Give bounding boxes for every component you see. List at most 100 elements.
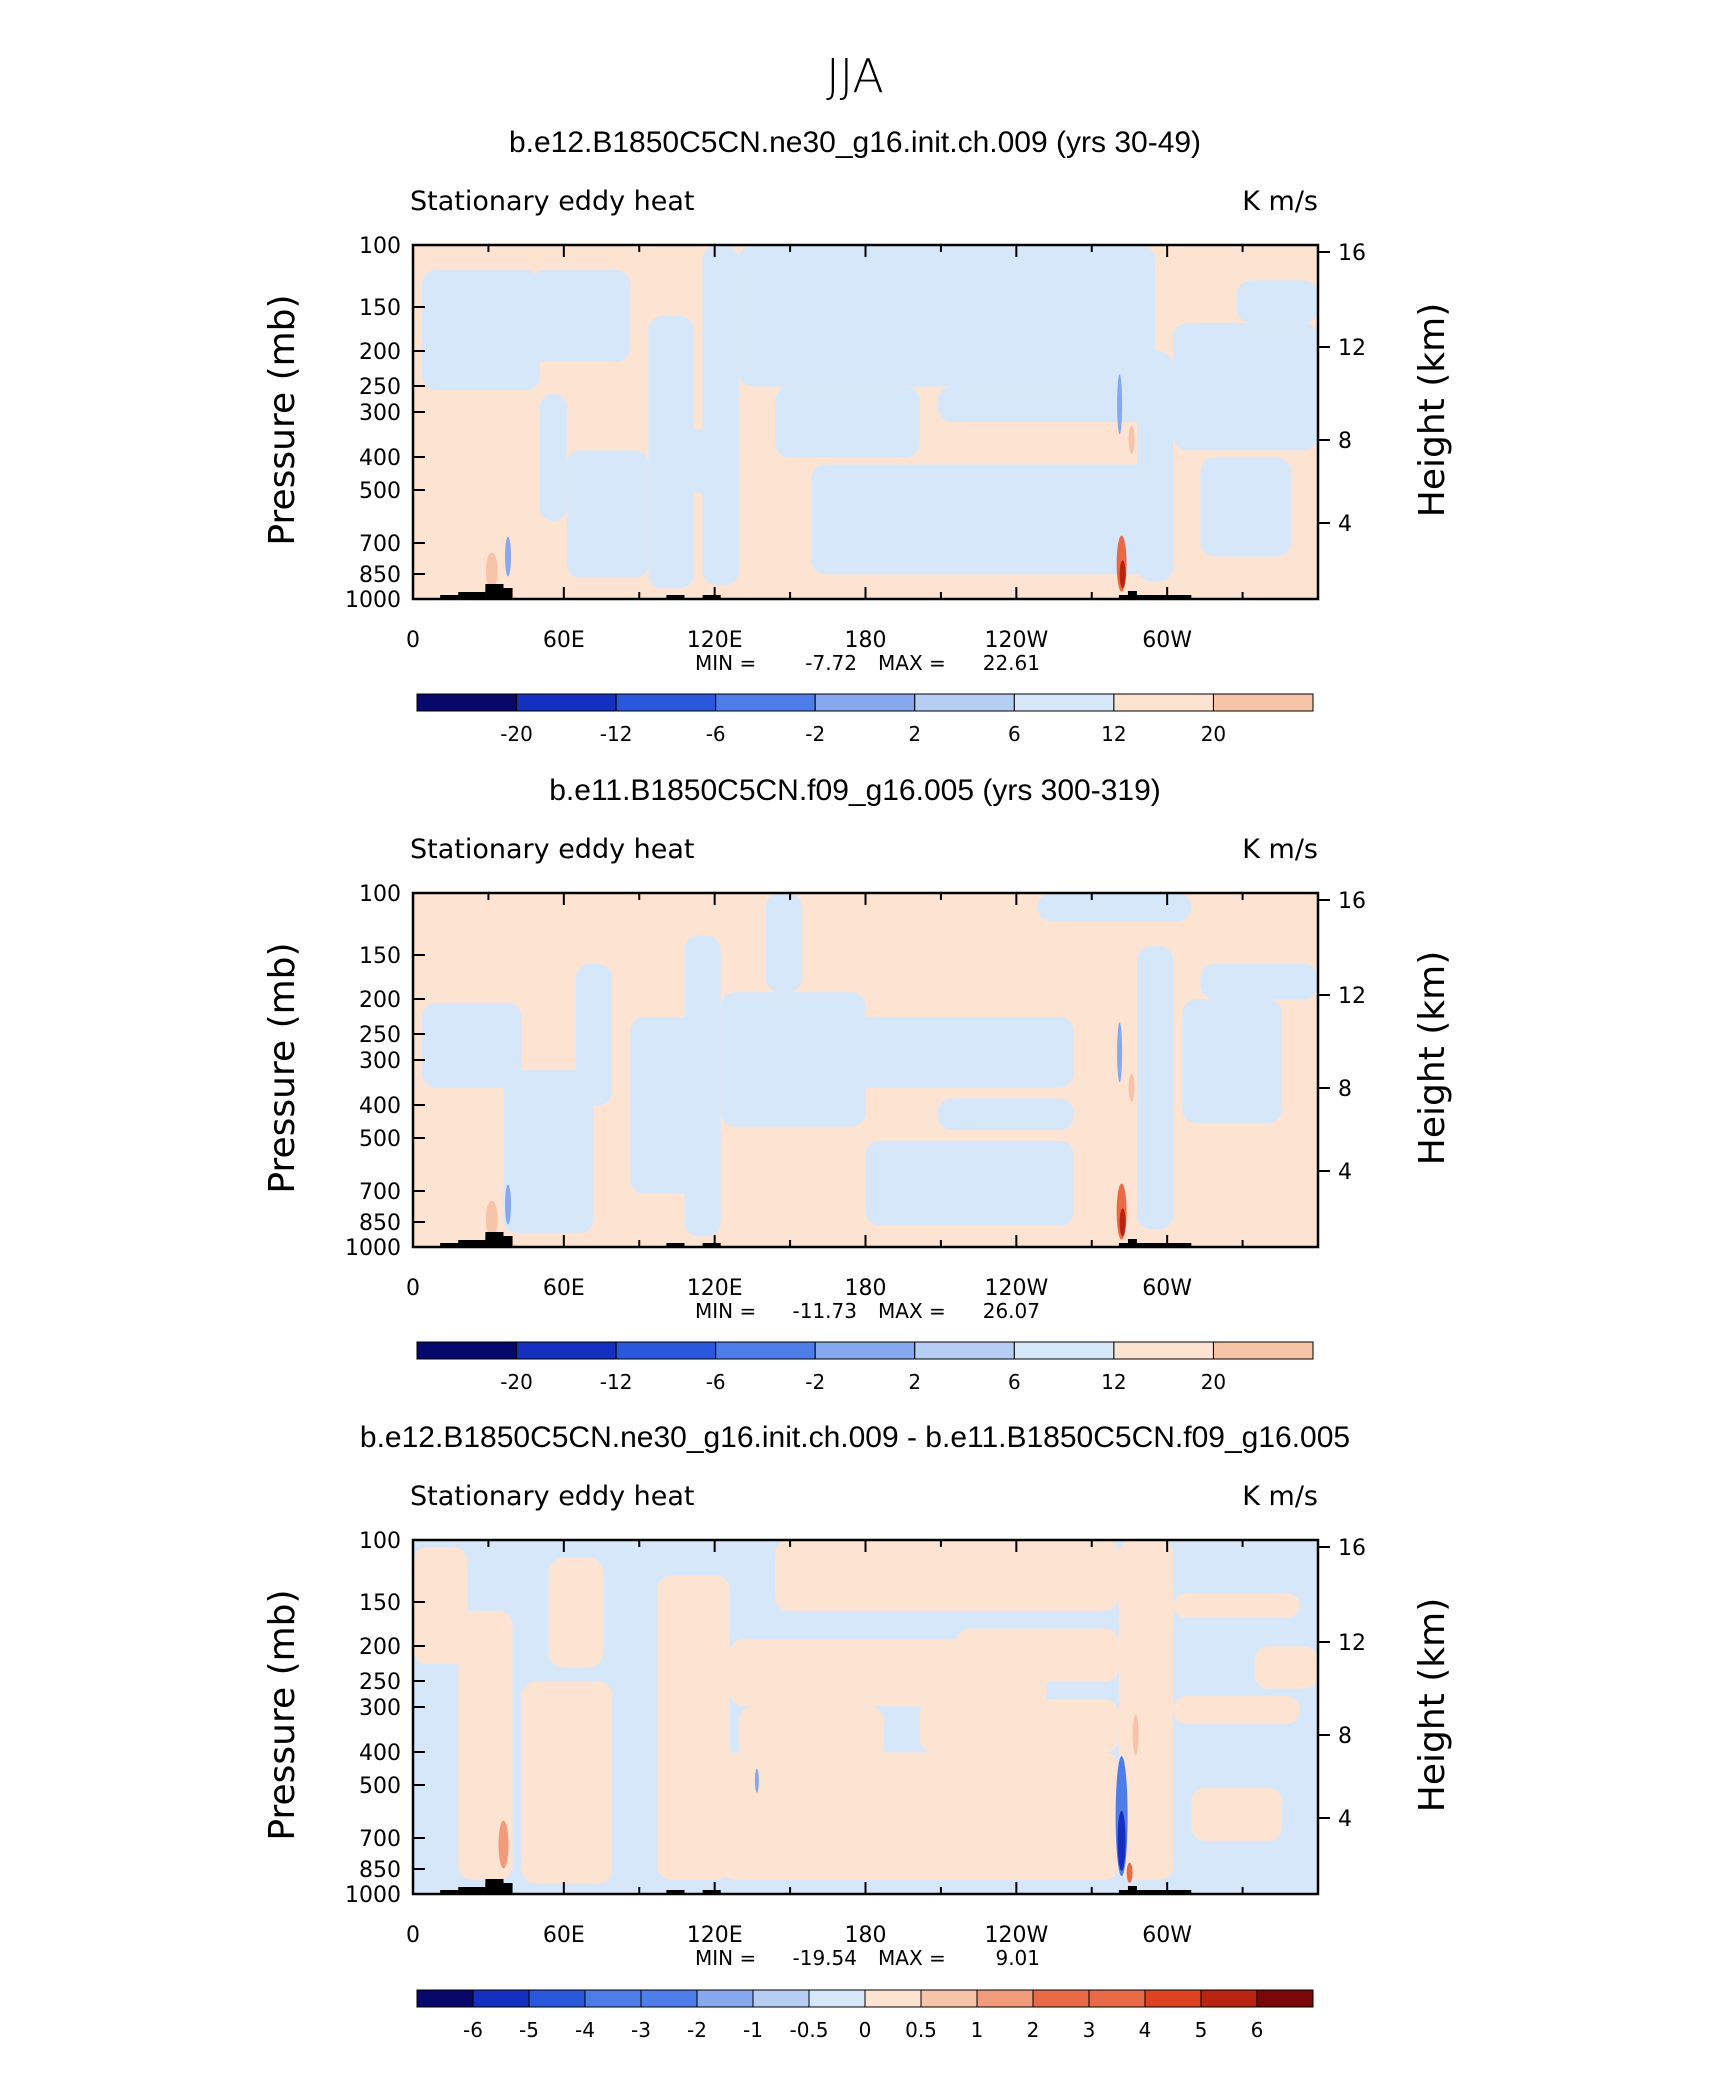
contour-region	[530, 269, 631, 362]
units-label: K m/s	[1242, 834, 1318, 865]
contour-feature	[1128, 425, 1135, 454]
colorbar-swatch	[808, 1989, 866, 2008]
contour-feature	[505, 536, 512, 577]
figure-title: JJA	[826, 49, 884, 103]
x-tick-label: 180	[845, 628, 887, 653]
y-tick-label: 200	[359, 988, 401, 1013]
y-tick-label: 400	[359, 1094, 401, 1119]
panel-title: b.e12.B1850C5CN.ne30_g16.init.ch.009 - b…	[360, 1421, 1350, 1454]
min-label: MIN =	[695, 1299, 756, 1323]
x-tick-label: 180	[845, 1923, 887, 1948]
colorbar-swatch	[615, 1341, 717, 1360]
terrain-mask	[458, 1240, 486, 1247]
colorbar-label: 12	[1101, 1370, 1126, 1394]
contour-region	[1173, 1695, 1300, 1725]
y-tick-label: 400	[359, 446, 401, 471]
y-tick-label: 1000	[345, 588, 401, 613]
x-tick-label: 60E	[543, 1276, 585, 1301]
left-label: Stationary eddy heat	[410, 1481, 695, 1512]
contour-region	[503, 1070, 594, 1233]
contour-feature	[1119, 1208, 1126, 1237]
contour-region	[521, 1681, 613, 1884]
colorbar-swatch	[516, 1341, 617, 1360]
colorbar-label: -6	[463, 2018, 483, 2042]
x-tick-label: 120E	[687, 1923, 743, 1948]
contour-region	[657, 1575, 730, 1880]
colorbar-label: 5	[1195, 2018, 1208, 2042]
terrain-mask	[458, 592, 486, 599]
contour-region	[458, 1610, 513, 1880]
y-tick-label: 200	[359, 1635, 401, 1660]
contour-feature	[485, 552, 498, 589]
x-tick-label: 180	[845, 1276, 887, 1301]
colorbar-swatch	[416, 1989, 474, 2008]
colorbar-swatch	[416, 693, 518, 712]
y-tick-label: 1000	[345, 1236, 401, 1261]
contour-region	[548, 1557, 604, 1668]
units-label: K m/s	[1242, 1481, 1318, 1512]
colorbar-swatch	[516, 693, 617, 712]
colorbar-label: 6	[1251, 2018, 1264, 2042]
height-tick-label: 8	[1338, 1724, 1352, 1749]
min-value: -19.54	[793, 1946, 857, 1970]
contour-feature	[1132, 1714, 1139, 1755]
y-tick-label: 500	[359, 479, 401, 504]
colorbar-swatch	[1032, 1989, 1090, 2008]
y-tick-label: 850	[359, 563, 401, 588]
contour-feature	[505, 1184, 512, 1225]
y-tick-label: 500	[359, 1127, 401, 1152]
colorbar-swatch	[1144, 1989, 1202, 2008]
colorbar-swatch	[1113, 1341, 1214, 1360]
y-axis-title: Pressure (mb)	[262, 942, 303, 1193]
y-tick-label: 1000	[345, 1883, 401, 1908]
colorbar-swatch	[814, 1341, 916, 1360]
colorbar-label: 3	[1083, 2018, 1096, 2042]
y-tick-label: 700	[359, 1827, 401, 1852]
colorbar-label: -2	[805, 722, 825, 746]
colorbar-label: 20	[1201, 1370, 1226, 1394]
y-tick-label: 850	[359, 1211, 401, 1236]
contour-region	[865, 1140, 1074, 1226]
y-tick-label: 850	[359, 1858, 401, 1883]
colorbar-swatch	[715, 1341, 816, 1360]
panel-title: b.e11.B1850C5CN.f09_g16.005 (yrs 300-319…	[549, 774, 1161, 807]
height-tick-label: 12	[1338, 1631, 1366, 1656]
y-tick-label: 150	[359, 296, 401, 321]
height-tick-label: 16	[1338, 1536, 1366, 1561]
terrain-mask	[1127, 1886, 1137, 1894]
x-tick-label: 120W	[984, 1276, 1048, 1301]
contour-region	[1037, 893, 1192, 922]
height-tick-label: 4	[1338, 1160, 1352, 1185]
colorbar-swatch	[1200, 1989, 1258, 2008]
terrain-mask	[485, 1232, 504, 1247]
panel-3: b.e12.B1850C5CN.ne30_g16.init.ch.009 - b…	[262, 1421, 1453, 2042]
contour-region	[684, 935, 721, 1237]
colorbar-label: -1	[743, 2018, 763, 2042]
colorbar-label: -6	[706, 722, 726, 746]
y2-axis-title: Height (km)	[1412, 1598, 1453, 1812]
contour-region	[937, 1098, 1074, 1131]
terrain-mask	[702, 595, 721, 599]
contour-region	[1173, 322, 1318, 451]
contour-region	[919, 1699, 1119, 1753]
colorbar-label: 6	[1008, 722, 1021, 746]
contour-region	[937, 386, 1156, 422]
colorbar-swatch	[696, 1989, 754, 2008]
colorbar-label: -4	[575, 2018, 595, 2042]
y-tick-label: 150	[359, 1591, 401, 1616]
contour-region	[765, 893, 803, 993]
colorbar-label: -20	[500, 722, 533, 746]
contour-feature	[1126, 1862, 1133, 1883]
colorbar-swatch	[920, 1989, 978, 2008]
y-tick-label: 150	[359, 944, 401, 969]
colorbar-label: 6	[1008, 1370, 1021, 1394]
height-tick-label: 12	[1338, 336, 1366, 361]
contour-region	[566, 450, 649, 578]
y-tick-label: 100	[359, 882, 401, 907]
min-label: MIN =	[695, 651, 756, 675]
terrain-mask	[485, 584, 504, 599]
colorbar-label: 0.5	[905, 2018, 937, 2042]
contour-feature	[754, 1768, 759, 1793]
colorbar-swatch	[814, 693, 916, 712]
